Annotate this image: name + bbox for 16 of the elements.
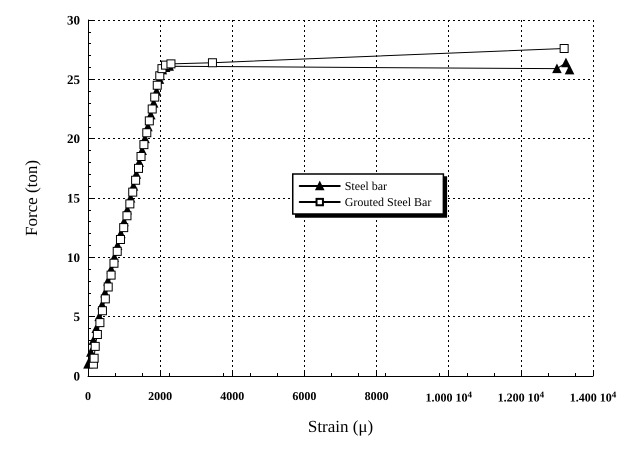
x-tick-label: 2000 <box>148 389 172 403</box>
x-tick-label: 8000 <box>364 389 389 403</box>
x-axis-title: Strain (μ) <box>308 417 374 436</box>
y-tick-label: 5 <box>74 309 80 324</box>
legend-label: Grouted Steel Bar <box>344 195 432 210</box>
x-tick-label: 4000 <box>220 389 244 403</box>
y-tick-label: 20 <box>67 131 80 146</box>
x-tick-label: 0 <box>85 389 91 403</box>
y-tick-label: 30 <box>67 12 80 28</box>
legend-label: Steel bar <box>344 179 388 194</box>
y-tick-label: 10 <box>67 250 80 265</box>
y-tick-label: 25 <box>67 72 80 87</box>
y-tick-label: 0 <box>74 368 80 384</box>
y-axis-title: Force (ton) <box>22 160 41 236</box>
x-tick-label: 6000 <box>292 389 316 403</box>
y-tick-label: 15 <box>67 190 80 206</box>
